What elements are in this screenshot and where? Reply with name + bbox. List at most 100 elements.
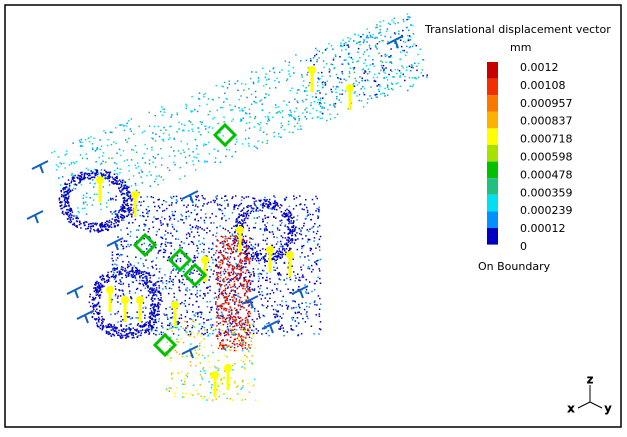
point xyxy=(226,199,228,201)
point xyxy=(235,317,237,319)
point xyxy=(375,94,377,96)
point xyxy=(116,173,118,175)
point xyxy=(409,85,411,87)
point xyxy=(263,240,265,242)
point xyxy=(120,281,122,283)
point xyxy=(172,372,174,374)
point xyxy=(240,269,242,271)
point xyxy=(199,295,201,297)
point xyxy=(269,298,271,300)
point xyxy=(214,200,216,202)
point xyxy=(154,311,156,313)
point xyxy=(297,249,299,251)
point xyxy=(224,196,226,198)
point xyxy=(286,80,288,82)
point xyxy=(128,138,130,140)
point xyxy=(256,148,258,150)
point xyxy=(192,286,194,288)
point xyxy=(274,247,276,249)
point xyxy=(96,305,98,307)
point xyxy=(376,27,378,29)
point xyxy=(181,318,183,320)
point xyxy=(258,330,260,332)
point xyxy=(148,295,150,297)
point xyxy=(75,184,77,186)
point xyxy=(204,396,206,398)
point xyxy=(248,245,250,247)
point xyxy=(241,285,243,287)
point xyxy=(250,258,252,260)
point xyxy=(212,118,214,120)
point xyxy=(291,88,293,90)
point xyxy=(223,309,225,311)
point xyxy=(248,330,250,332)
point xyxy=(103,130,105,132)
point xyxy=(97,174,99,176)
point xyxy=(204,198,206,200)
point xyxy=(133,133,135,135)
point xyxy=(241,196,243,198)
point xyxy=(244,288,246,290)
point xyxy=(197,334,199,336)
point xyxy=(92,303,94,305)
point xyxy=(281,243,283,245)
point xyxy=(250,78,252,80)
point xyxy=(206,399,208,401)
point xyxy=(242,209,244,211)
point xyxy=(209,312,211,314)
point xyxy=(63,207,65,209)
point xyxy=(208,319,210,321)
point xyxy=(83,198,85,200)
point xyxy=(170,146,172,148)
point xyxy=(344,45,346,47)
point xyxy=(158,229,160,231)
point xyxy=(273,203,275,205)
point xyxy=(235,350,237,352)
point xyxy=(281,317,283,319)
point xyxy=(136,280,138,282)
point xyxy=(140,196,142,198)
point xyxy=(206,227,208,229)
point xyxy=(233,297,235,299)
point xyxy=(230,109,232,111)
point xyxy=(218,256,220,258)
point xyxy=(197,195,199,197)
point xyxy=(345,49,347,51)
point xyxy=(246,286,248,288)
point xyxy=(149,171,151,173)
point xyxy=(154,181,156,183)
point xyxy=(327,109,329,111)
point xyxy=(241,200,243,202)
point xyxy=(240,252,242,254)
point xyxy=(245,130,247,132)
point xyxy=(325,84,327,86)
point xyxy=(294,301,296,303)
point xyxy=(166,314,168,316)
point xyxy=(253,271,255,273)
point xyxy=(88,228,90,230)
point xyxy=(325,49,327,51)
point xyxy=(84,173,86,175)
point xyxy=(364,88,366,90)
point xyxy=(297,335,299,337)
legend-label: 0.000718 xyxy=(520,133,573,146)
point xyxy=(386,31,388,32)
point xyxy=(140,205,142,207)
point xyxy=(248,259,250,261)
point xyxy=(211,307,213,309)
point xyxy=(144,282,146,284)
point xyxy=(251,71,253,73)
point xyxy=(284,129,286,131)
point xyxy=(212,333,214,335)
point xyxy=(60,205,62,207)
point xyxy=(92,143,94,145)
point xyxy=(115,277,117,279)
point xyxy=(405,55,407,57)
point xyxy=(90,178,92,180)
point xyxy=(198,253,200,255)
point xyxy=(263,85,265,87)
point xyxy=(367,73,369,75)
point xyxy=(117,236,119,238)
point xyxy=(237,90,239,92)
point xyxy=(280,204,282,206)
